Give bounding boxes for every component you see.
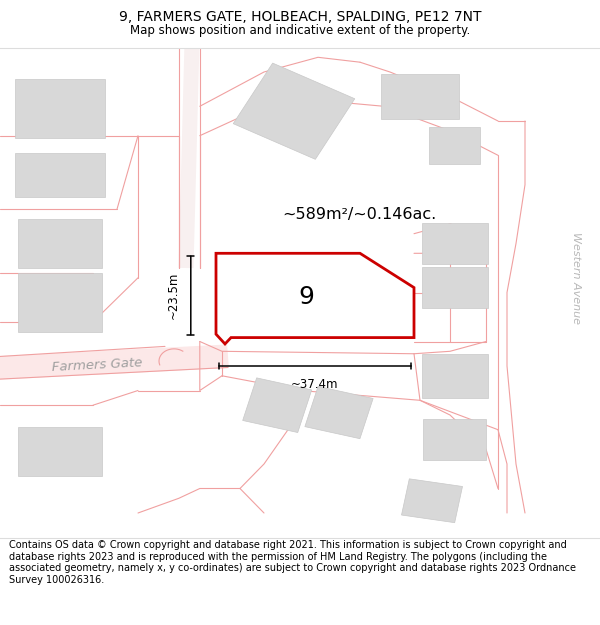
Bar <box>179 42 199 268</box>
Bar <box>252 266 334 329</box>
Text: 9, FARMERS GATE, HOLBEACH, SPALDING, PE12 7NT: 9, FARMERS GATE, HOLBEACH, SPALDING, PE1… <box>119 11 481 24</box>
Text: Farmers Gate: Farmers Gate <box>51 356 142 374</box>
Text: ~23.5m: ~23.5m <box>167 272 180 319</box>
Bar <box>18 428 102 476</box>
Bar <box>422 354 488 398</box>
Text: ~589m²/~0.146ac.: ~589m²/~0.146ac. <box>282 207 436 222</box>
Text: Map shows position and indicative extent of the property.: Map shows position and indicative extent… <box>130 24 470 37</box>
Bar <box>233 63 355 159</box>
Text: Contains OS data © Crown copyright and database right 2021. This information is : Contains OS data © Crown copyright and d… <box>9 540 576 585</box>
Polygon shape <box>216 253 414 344</box>
Bar <box>305 386 373 439</box>
Bar <box>430 127 481 164</box>
Bar <box>0 344 229 380</box>
Bar <box>242 378 312 432</box>
Bar <box>18 273 102 332</box>
Bar <box>401 479 463 522</box>
Bar <box>15 153 105 197</box>
Bar <box>381 74 459 119</box>
Text: 9: 9 <box>298 286 314 309</box>
Bar <box>15 79 105 138</box>
Bar <box>422 267 488 308</box>
Polygon shape <box>159 349 183 368</box>
Bar <box>424 419 487 461</box>
Text: Western Avenue: Western Avenue <box>571 232 581 324</box>
Text: ~37.4m: ~37.4m <box>291 378 339 391</box>
Bar <box>18 219 102 268</box>
Bar <box>422 222 488 264</box>
